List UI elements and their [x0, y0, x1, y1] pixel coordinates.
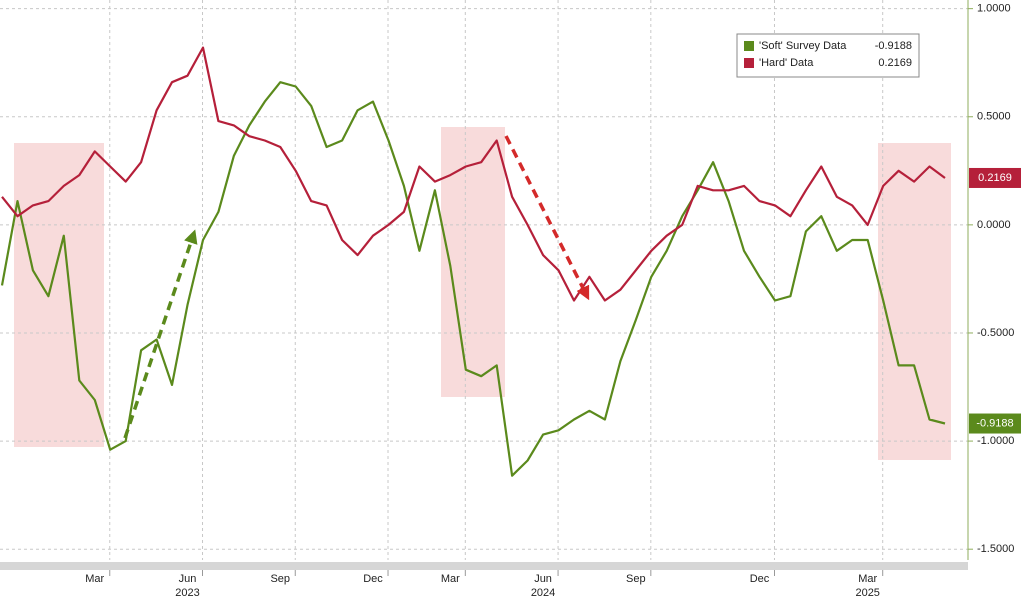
axis-band: [0, 562, 968, 570]
legend-swatch: [744, 41, 754, 51]
series-line: [0, 81, 946, 477]
x-tick-label: Dec: [750, 573, 770, 585]
x-tick-label: Jun: [534, 573, 552, 585]
last-value-tag: [969, 413, 1021, 434]
x-tick-label: Mar: [858, 573, 877, 585]
x-tick-label: Mar: [441, 573, 460, 585]
highlight-regions: [14, 127, 951, 460]
y-tick-label: -0.5000: [977, 327, 1014, 339]
last-value-tag: [969, 167, 1021, 188]
x-tick-label: Jun: [179, 573, 197, 585]
highlight: [441, 127, 505, 397]
lines: [0, 46, 946, 477]
y-tick-label: 1.0000: [977, 3, 1011, 15]
y-tick-label: -1.0000: [977, 435, 1014, 447]
highlight: [14, 143, 104, 447]
legend-swatch: [744, 58, 754, 68]
legend-label: 'Hard' Data: [759, 57, 814, 69]
x-tick-label: Sep: [270, 573, 290, 585]
legend-box: [736, 33, 920, 78]
trend-arrow: [504, 135, 590, 301]
trend-arrow: [123, 229, 198, 439]
x-tick-label: Sep: [626, 573, 646, 585]
legend-value: 0.2169: [878, 57, 912, 69]
grid: [0, 0, 968, 560]
y-tick-label: 0.5000: [977, 111, 1011, 123]
highlight: [878, 143, 951, 460]
x-tick-label: Dec: [363, 573, 383, 585]
x-tick-label: Mar: [85, 573, 104, 585]
series-line: [1, 46, 946, 302]
year-label: 2024: [531, 587, 555, 599]
last-value-label: 0.2169: [978, 172, 1012, 184]
last-value-label: -0.9188: [976, 417, 1013, 429]
y-tick-label: -1.5000: [977, 543, 1014, 555]
legend-label: 'Soft' Survey Data: [759, 40, 847, 52]
legend: 'Soft' Survey Data -0.9188 'Hard' Data 0.21…: [736, 33, 920, 78]
legend-value: -0.9188: [875, 40, 912, 52]
year-label: 2023: [175, 587, 199, 599]
y-tick-label: 0.0000: [977, 219, 1011, 231]
year-label: 2025: [855, 587, 879, 599]
